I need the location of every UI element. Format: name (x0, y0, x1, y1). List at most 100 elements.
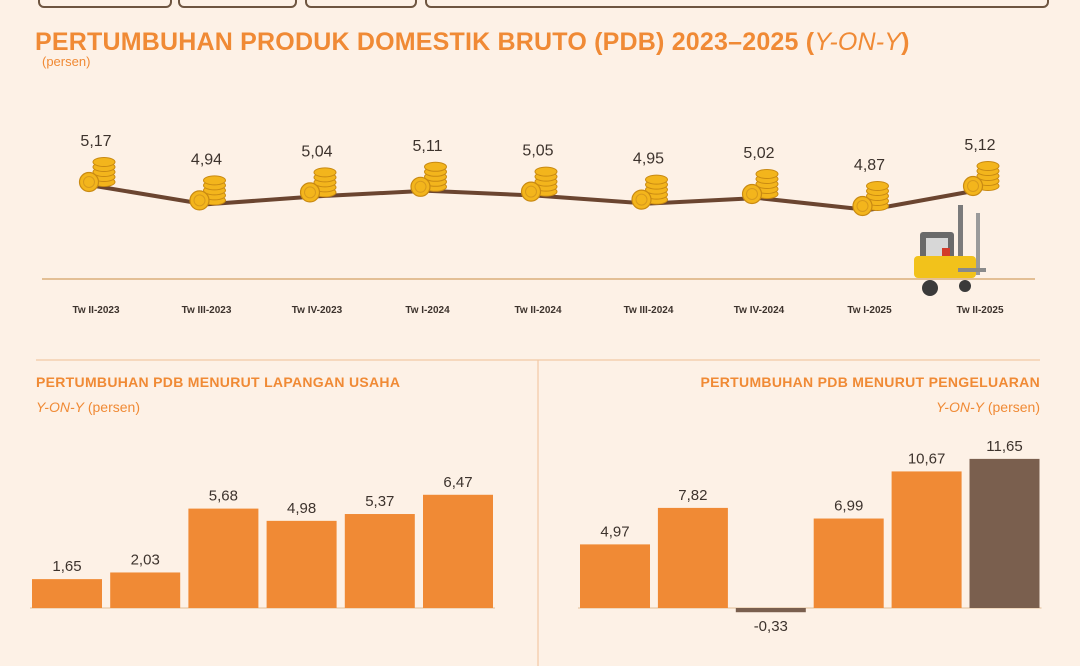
pengeluaran-data-label: 11,65 (986, 438, 1022, 455)
coin-rim (414, 180, 427, 193)
coin-stack-icon (631, 174, 668, 210)
coin-icon (78, 171, 100, 193)
lapangan-bar (344, 514, 415, 608)
coin-icon (410, 176, 431, 197)
left-section-subtitle: Y-ON-Y (persen) (36, 399, 140, 415)
data-label: 5,17 (80, 133, 111, 150)
coin-stack-icon (299, 167, 337, 203)
pengeluaran-data-label: -0,33 (754, 618, 788, 635)
data-label: 4,87 (854, 157, 885, 174)
coin-icon (755, 169, 779, 179)
coin-stack-icon (520, 166, 558, 202)
lapangan-data-label: 6,47 (443, 474, 472, 491)
coin-icon (852, 195, 873, 217)
forklift-fork (958, 268, 986, 272)
coin-stack-icon (189, 175, 226, 211)
coin-icon (534, 166, 558, 177)
left-subtitle-italic: Y-ON-Y (36, 399, 84, 415)
pengeluaran-data-label: 10,67 (908, 450, 946, 467)
coin-stack-icon (852, 181, 889, 217)
coin-icon (962, 175, 984, 197)
x-tick-label: Tw II-2025 (956, 305, 1003, 316)
chart-unit: (persen) (42, 54, 91, 69)
coin-icon (424, 161, 447, 172)
coin-icon (189, 190, 210, 211)
right-subtitle-rest: (persen) (983, 399, 1040, 415)
forklift-body (914, 256, 976, 278)
right-section-subtitle: Y-ON-Y (persen) (936, 399, 1040, 415)
lapangan-bar (110, 572, 181, 608)
lapangan-data-label: 4,98 (287, 500, 316, 517)
coin-icon (299, 182, 321, 203)
coin-icon (203, 175, 226, 186)
coin-icon (645, 174, 668, 185)
pengeluaran-data-label: 6,99 (834, 498, 863, 515)
coin-rim (967, 180, 979, 192)
coin-icon (520, 181, 542, 202)
pengeluaran-bar (735, 608, 806, 613)
coin-stack-icon (741, 169, 779, 205)
pengeluaran-bar (657, 507, 728, 608)
pengeluaran-data-label: 4,97 (600, 523, 629, 540)
coin-rim (746, 188, 758, 200)
x-tick-label: Tw III-2023 (182, 305, 232, 316)
coin-rim (83, 176, 95, 188)
left-subtitle-rest: (persen) (83, 399, 140, 415)
left-section-title: PERTUMBUHAN PDB MENURUT LAPANGAN USAHA (36, 374, 401, 390)
data-label: 4,95 (633, 151, 664, 168)
x-tick-label: Tw II-2024 (514, 305, 561, 316)
data-label: 5,02 (743, 145, 774, 162)
x-tick-label: Tw I-2025 (847, 305, 892, 316)
x-tick-label: Tw III-2024 (624, 305, 674, 316)
coin-icon (976, 161, 1000, 171)
chart-title-italic: Y-ON-Y (814, 28, 902, 56)
x-tick-label: Tw I-2024 (405, 305, 450, 316)
right-subtitle-italic: Y-ON-Y (936, 399, 984, 415)
x-tick-label: Tw IV-2023 (292, 305, 343, 316)
coin-icon (631, 189, 652, 210)
tab-1[interactable] (38, 0, 172, 8)
forklift-mast-back (976, 213, 980, 275)
forklift-seat (942, 248, 950, 256)
forklift-mast (958, 205, 963, 275)
tab-2[interactable] (178, 0, 297, 8)
lapangan-data-label: 1,65 (52, 558, 81, 575)
forklift-wheel (959, 280, 971, 292)
data-label: 5,04 (301, 143, 332, 160)
chart-title: PERTUMBUHAN PRODUK DOMESTIK BRUTO (PDB) … (35, 28, 910, 57)
pengeluaran-bar (969, 458, 1040, 608)
lapangan-data-label: 5,37 (365, 493, 394, 510)
coin-rim (193, 194, 206, 207)
forklift-icon (914, 205, 986, 296)
pengeluaran-bar (891, 471, 962, 608)
x-tick-label: Tw II-2023 (72, 305, 119, 316)
tab-3[interactable] (305, 0, 417, 8)
data-label: 5,05 (522, 143, 553, 160)
pengeluaran-bar (813, 518, 884, 608)
lapangan-data-label: 5,68 (209, 488, 238, 505)
tab-4[interactable] (425, 0, 1049, 8)
lapangan-bar (188, 508, 259, 608)
data-label: 5,11 (413, 138, 443, 155)
coin-icon (866, 181, 889, 191)
lapangan-bar (423, 494, 493, 608)
lapangan-bar (32, 579, 102, 608)
coin-icon (741, 183, 763, 205)
coin-icon (92, 157, 116, 167)
chart-title-text: PERTUMBUHAN PRODUK DOMESTIK BRUTO (PDB) … (35, 28, 815, 56)
lapangan-data-label: 2,03 (131, 551, 160, 568)
coin-stack-icon (962, 161, 1000, 197)
coin-stack-icon (78, 157, 116, 193)
coin-stack-icon (410, 161, 447, 197)
data-label: 4,94 (191, 151, 222, 168)
right-section-title: PERTUMBUHAN PDB MENURUT PENGELUARAN (700, 374, 1040, 390)
coin-rim (525, 185, 537, 198)
top-tab-strip (0, 0, 1080, 8)
data-label: 5,12 (964, 137, 995, 154)
lapangan-bar (266, 520, 337, 608)
coin-rim (635, 193, 648, 206)
x-tick-label: Tw IV-2024 (734, 305, 785, 316)
chart-title-close: ) (901, 28, 910, 56)
pengeluaran-bar (580, 544, 650, 608)
